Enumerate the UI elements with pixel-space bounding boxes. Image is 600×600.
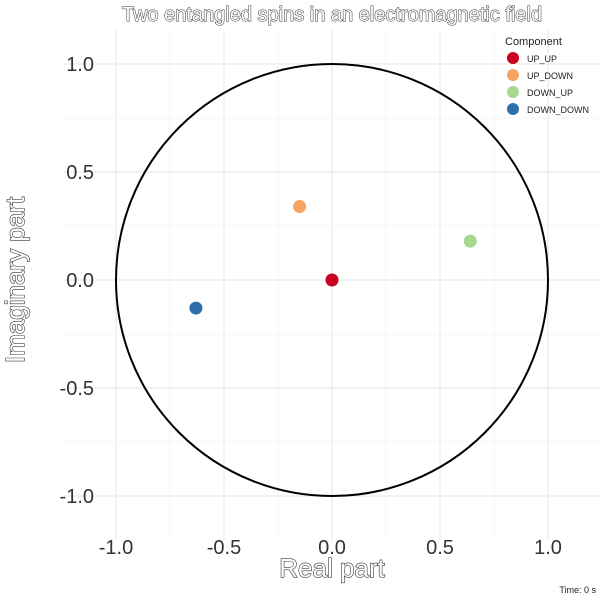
y-axis-tick-labels: 1.0 0.5 0.0 -0.5 -1.0	[60, 54, 94, 508]
legend-swatch	[507, 103, 519, 115]
y-tick-label: 0.0	[66, 270, 94, 292]
time-caption: Time: 0 s	[559, 585, 596, 595]
y-tick-label: -1.0	[60, 486, 94, 508]
legend-label: UP_DOWN	[527, 71, 573, 81]
chart-title: Two entangled spins in an electromagneti…	[122, 4, 542, 26]
x-tick-label: 0.0	[318, 537, 346, 559]
x-tick-label: 1.0	[534, 537, 562, 559]
legend-title: Component	[505, 36, 562, 48]
legend-item: DOWN_UP	[507, 86, 573, 98]
legend-items: UP_UP UP_DOWN DOWN_UP DOWN_DOWN	[507, 52, 589, 115]
legend-label: UP_UP	[527, 54, 557, 64]
x-axis-tick-labels: -1.0 -0.5 0.0 0.5 1.0	[99, 537, 562, 559]
y-tick-label: 1.0	[66, 54, 94, 76]
y-axis-title: Imaginary part	[0, 196, 30, 363]
x-tick-label: 0.5	[426, 537, 454, 559]
point-down-down	[189, 301, 203, 315]
legend-label: DOWN_DOWN	[527, 105, 589, 115]
unit-circle	[115, 63, 549, 497]
point-up-down	[293, 200, 307, 214]
x-tick-label: -0.5	[207, 537, 241, 559]
data-points	[189, 200, 477, 315]
point-down-up	[463, 234, 477, 248]
legend-swatch	[507, 86, 519, 98]
legend-item: UP_DOWN	[507, 69, 573, 81]
point-up-up	[325, 273, 339, 287]
legend-item: DOWN_DOWN	[507, 103, 589, 115]
legend-swatch	[507, 69, 519, 81]
legend: Component UP_UP UP_DOWN DOWN_UP DOWN_DOWN	[505, 36, 589, 115]
y-tick-label: -0.5	[60, 378, 94, 400]
x-tick-label: -1.0	[99, 537, 133, 559]
y-tick-label: 0.5	[66, 162, 94, 184]
legend-swatch	[507, 52, 519, 64]
x-axis-title: Real part	[279, 553, 385, 583]
legend-label: DOWN_UP	[527, 88, 573, 98]
legend-item: UP_UP	[507, 52, 557, 64]
